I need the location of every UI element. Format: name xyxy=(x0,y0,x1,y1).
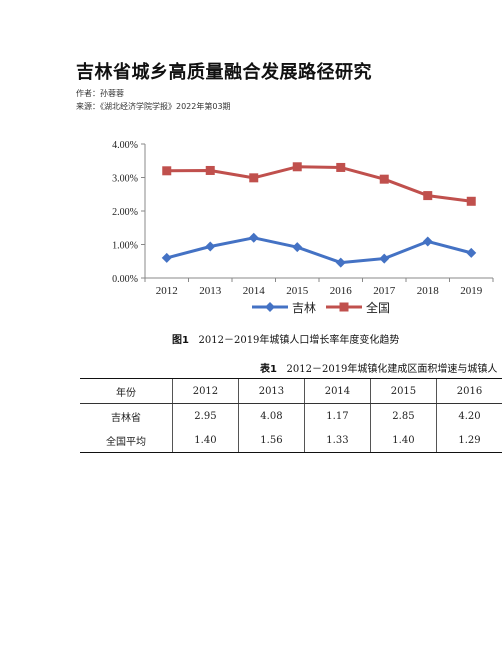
table-cell: 吉林省 xyxy=(110,412,141,424)
table-cell: 2.95 xyxy=(171,403,239,428)
x-tick-label: 2013 xyxy=(199,285,222,297)
series-line xyxy=(166,165,472,203)
series-line xyxy=(166,236,472,265)
legend-label: 吉林 xyxy=(292,301,316,315)
data-point xyxy=(335,257,346,268)
y-tick-label: 2.00% xyxy=(112,207,138,218)
x-tick-label: 2019 xyxy=(460,285,483,297)
y-tick-label: 4.00% xyxy=(112,140,138,151)
x-tick-label: 2014 xyxy=(243,285,266,297)
data-point xyxy=(205,241,216,252)
data-point xyxy=(205,165,215,175)
x-tick-label: 2012 xyxy=(156,285,178,297)
table-caption: 表1 2012－2019年城镇化建成区面积增速与城镇人 xyxy=(260,360,497,375)
y-tick-label: 3.00% xyxy=(112,174,138,185)
data-point xyxy=(336,162,346,172)
table-cell: 1.33 xyxy=(303,428,371,453)
data-point xyxy=(466,196,476,206)
table-caption-label: 表1 xyxy=(260,364,277,375)
table-cell: 1.40 xyxy=(171,428,239,453)
table-row: 全国平均 1.40 1.56 1.33 1.40 1.29 xyxy=(80,428,502,453)
table-header-cell: 年份 xyxy=(80,378,173,404)
data-point xyxy=(162,166,172,176)
x-tick-label: 2017 xyxy=(373,285,396,297)
x-tick-label: 2018 xyxy=(417,285,440,297)
legend-label: 全国 xyxy=(366,300,390,315)
data-point xyxy=(422,236,433,247)
data-point xyxy=(249,173,259,183)
growth-rate-line-chart: 0.00% 1.00% 2.00% 3.00% 4.00% 2012 2013 2014 201… xyxy=(80,130,502,320)
chart-canvas: 0.00% 1.00% 2.00% 3.00% 4.00% 2012 2013 2014 201… xyxy=(112,140,494,315)
table-header-cell: 2016 xyxy=(435,378,502,404)
table-cell: 1.40 xyxy=(369,428,437,453)
figure-caption: 图1 2012－2019年城镇人口增长率年度变化趋势 xyxy=(172,331,399,346)
table-header-cell: 2013 xyxy=(237,378,305,404)
table-row: 吉林省 2.95 4.08 1.17 2.85 4.20 xyxy=(80,403,502,428)
data-point xyxy=(161,252,172,263)
table-cell: 1.29 xyxy=(435,428,502,453)
article-title: 吉林省城乡高质量融合发展路径研究 xyxy=(76,62,372,83)
data-table: 年份 2012 2013 2014 2015 2016 吉林省 2.95 4.0… xyxy=(80,378,502,453)
table-cell: 全国平均 xyxy=(80,428,173,453)
figure-caption-text: 2012－2019年城镇人口增长率年度变化趋势 xyxy=(198,335,400,346)
table-cell: 2.85 xyxy=(369,403,437,428)
legend-marker xyxy=(339,302,349,312)
table-cell: 4.08 xyxy=(237,403,305,428)
y-tick-label: 1.00% xyxy=(112,241,138,252)
table-header-row: 年份 2012 2013 2014 2015 2016 xyxy=(80,378,502,404)
table-cell: 4.20 xyxy=(435,403,502,428)
table-header-cell: 2015 xyxy=(369,378,437,404)
table-cell: 1.56 xyxy=(237,428,305,453)
table-caption-text: 2012－2019年城镇化建成区面积增速与城镇人 xyxy=(286,364,498,375)
figure-caption-label: 图1 xyxy=(172,335,189,346)
table-header-cell: 2014 xyxy=(303,378,371,404)
data-point xyxy=(292,162,302,172)
y-tick-label: 0.00% xyxy=(112,274,138,285)
source-line: 来源：《湖北经济学院学报》2022年第03期 xyxy=(76,102,231,111)
x-tick-label: 2015 xyxy=(286,285,309,297)
table-header-cell: 2012 xyxy=(171,378,239,404)
legend-marker xyxy=(265,302,275,312)
data-point xyxy=(466,247,477,258)
data-point xyxy=(423,191,433,201)
data-point xyxy=(379,174,389,184)
data-point xyxy=(292,242,303,253)
data-point xyxy=(248,232,259,243)
table-cell: 1.17 xyxy=(303,403,371,428)
author-line: 作者：孙蓉蓉 xyxy=(76,89,124,98)
x-tick-label: 2016 xyxy=(330,285,353,297)
data-point xyxy=(379,253,390,264)
